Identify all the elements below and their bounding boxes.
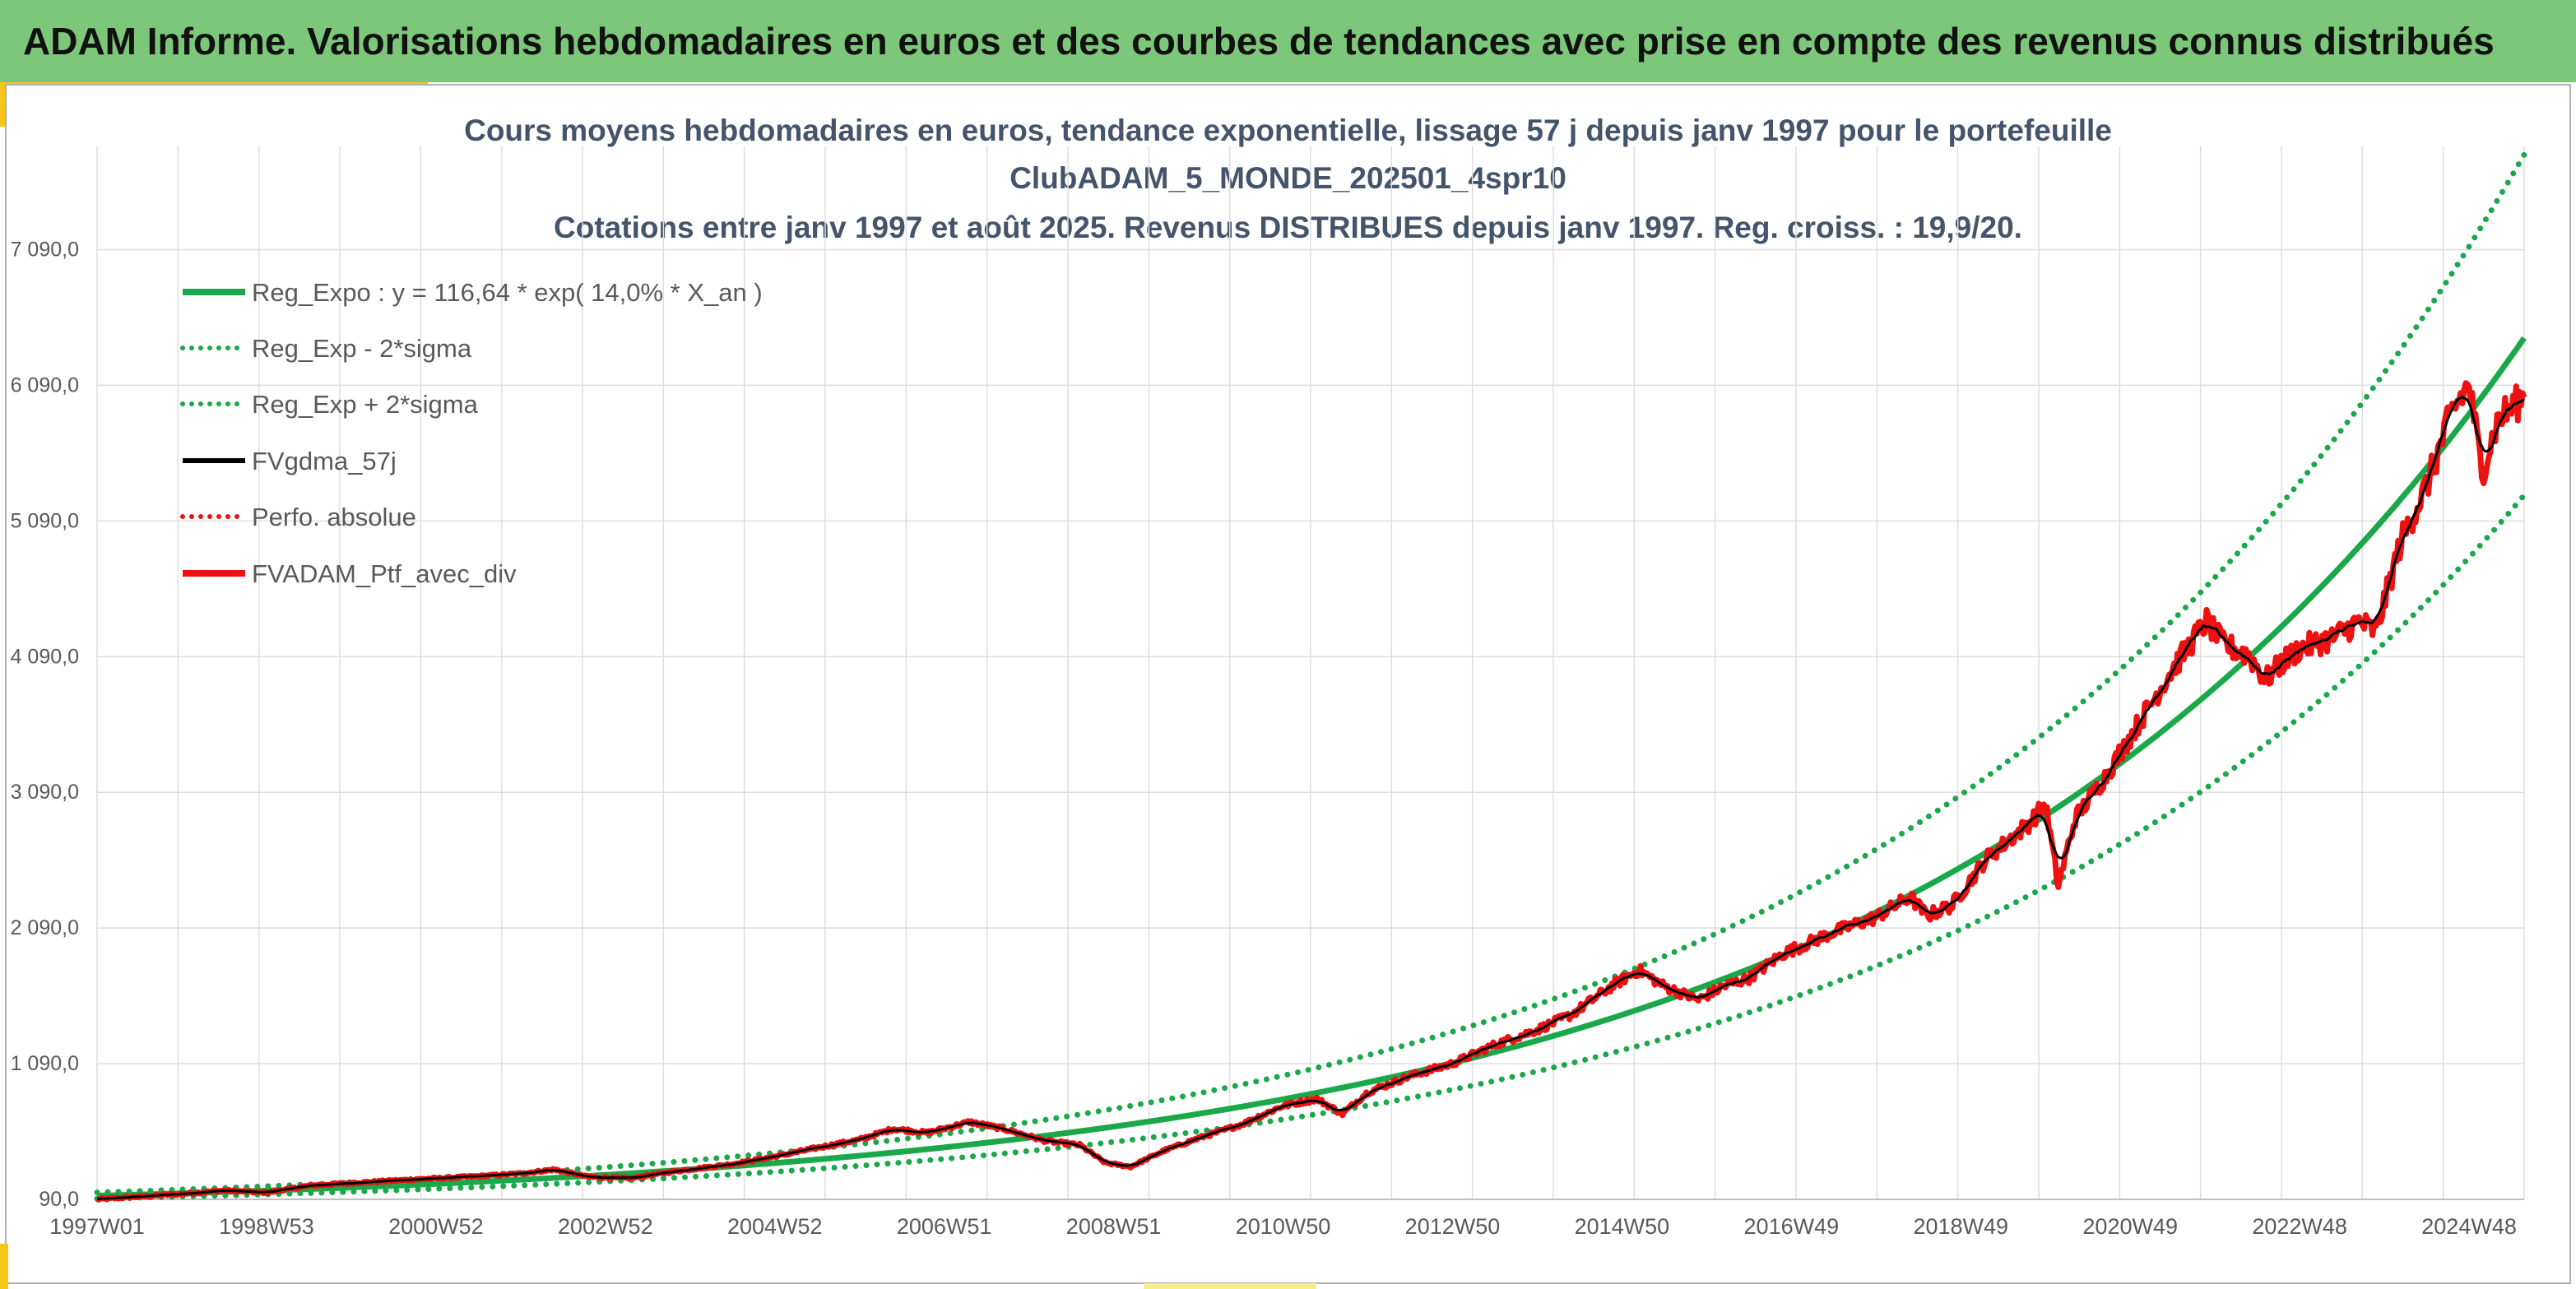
legend-reg-exp-minus-label: Reg_Exp - 2*sigma — [252, 334, 472, 363]
x-tick-label: 2022W48 — [2252, 1214, 2347, 1239]
legend-reg-expo-label: Reg_Expo : y = 116,64 * exp( 14,0% * X_a… — [252, 278, 763, 307]
x-tick-label: 2004W52 — [727, 1214, 823, 1239]
accent-stripe-left — [0, 82, 8, 127]
chart-title-line-2: ClubADAM_5_MONDE_202501_4spr10 — [1010, 161, 1566, 195]
x-tick-label: 2008W51 — [1066, 1214, 1162, 1239]
series-reg-exp-minus-2sigma — [94, 492, 2527, 1202]
x-tick-label: 2002W52 — [558, 1214, 653, 1239]
y-tick-label: 2 090,0 — [11, 916, 79, 939]
y-tick-label: 3 090,0 — [11, 781, 79, 804]
x-tick-label: 2016W49 — [1744, 1214, 1840, 1239]
chart-frame — [5, 84, 2571, 1284]
x-tick-label: 2000W52 — [388, 1214, 484, 1239]
legend-reg-exp-plus-label: Reg_Exp + 2*sigma — [252, 390, 479, 419]
y-tick-label: 4 090,0 — [11, 645, 79, 668]
x-tick-label: 2012W50 — [1405, 1214, 1501, 1239]
chart-title-line-1: Cours moyens hebdomadaires en euros, ten… — [464, 114, 2112, 147]
chart-title-line-3: Cotations entre janv 1997 et août 2025. … — [554, 211, 2022, 244]
x-tick-label: 2014W50 — [1575, 1214, 1670, 1239]
x-tick-label: 2024W48 — [2421, 1214, 2517, 1239]
series-fvgdma-57j — [96, 395, 2525, 1200]
x-tick-label: 2010W50 — [1236, 1214, 1331, 1239]
legend-perfo-label: Perfo. absolue — [252, 503, 416, 531]
x-tick-label: 2020W49 — [2082, 1214, 2178, 1239]
legend-fvadam-label: FVADAM_Ptf_avec_div — [252, 559, 517, 588]
x-tick-label: 2018W49 — [1913, 1214, 2008, 1239]
x-tick-label: 2006W51 — [897, 1214, 992, 1239]
accent-stripe-bottom-left — [0, 1244, 8, 1289]
y-tick-label: 6 090,0 — [11, 373, 79, 396]
header-bar: ADAM Informe. Valorisations hebdomadaire… — [0, 0, 2576, 82]
y-tick-label: 1 090,0 — [11, 1052, 79, 1075]
x-tick-label: 1997W01 — [49, 1214, 145, 1239]
legend-fvgdma-label: FVgdma_57j — [252, 447, 397, 475]
x-tick-label: 1998W53 — [219, 1214, 314, 1239]
accent-stripe-bottom — [1144, 1283, 1316, 1289]
page-title: ADAM Informe. Valorisations hebdomadaire… — [23, 20, 2495, 63]
y-tick-label: 7 090,0 — [11, 238, 79, 261]
y-tick-label: 5 090,0 — [11, 509, 79, 532]
y-tick-label: 90,0 — [39, 1188, 79, 1211]
